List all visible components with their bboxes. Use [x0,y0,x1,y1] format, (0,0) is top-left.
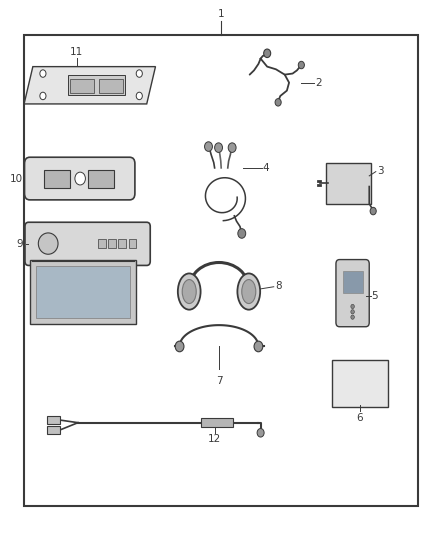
Circle shape [298,61,304,69]
FancyBboxPatch shape [44,170,70,188]
Text: 6: 6 [357,413,364,423]
Text: 5: 5 [371,291,378,301]
FancyBboxPatch shape [24,35,418,506]
Text: 3: 3 [377,166,383,175]
Text: 9: 9 [16,239,23,248]
Text: 11: 11 [70,47,83,57]
FancyBboxPatch shape [108,239,116,248]
Circle shape [351,310,354,314]
FancyBboxPatch shape [118,239,126,248]
Circle shape [228,143,236,152]
Ellipse shape [39,233,58,254]
Circle shape [136,92,142,100]
Circle shape [75,172,85,185]
FancyBboxPatch shape [30,260,136,324]
FancyBboxPatch shape [201,418,233,427]
Circle shape [351,315,354,319]
FancyBboxPatch shape [98,239,106,248]
FancyBboxPatch shape [332,360,388,407]
FancyBboxPatch shape [70,79,94,93]
Text: 8: 8 [275,281,282,291]
Circle shape [370,207,376,215]
FancyBboxPatch shape [25,222,150,265]
Circle shape [40,92,46,100]
Ellipse shape [182,279,196,304]
Circle shape [175,341,184,352]
Circle shape [205,142,212,151]
Circle shape [254,341,263,352]
FancyBboxPatch shape [336,260,369,327]
FancyBboxPatch shape [326,163,371,204]
FancyBboxPatch shape [99,79,123,93]
Circle shape [215,143,223,152]
Text: 10: 10 [10,174,23,183]
FancyBboxPatch shape [68,75,125,95]
FancyBboxPatch shape [129,239,136,248]
FancyBboxPatch shape [88,170,114,188]
Circle shape [264,49,271,58]
FancyBboxPatch shape [47,416,60,424]
FancyBboxPatch shape [36,266,130,318]
Text: 12: 12 [208,434,221,445]
Circle shape [257,429,264,437]
Circle shape [351,304,354,309]
Polygon shape [28,163,131,195]
Polygon shape [24,67,155,104]
FancyBboxPatch shape [25,157,135,200]
Ellipse shape [237,273,260,310]
Text: 2: 2 [315,78,322,87]
Text: 4: 4 [263,163,269,173]
Ellipse shape [178,273,201,310]
Text: 7: 7 [215,376,223,386]
Circle shape [136,70,142,77]
Circle shape [238,229,246,238]
FancyBboxPatch shape [47,426,60,434]
Ellipse shape [242,279,256,304]
FancyBboxPatch shape [343,271,363,293]
Circle shape [40,70,46,77]
Circle shape [275,99,281,106]
Text: 1: 1 [218,9,225,19]
